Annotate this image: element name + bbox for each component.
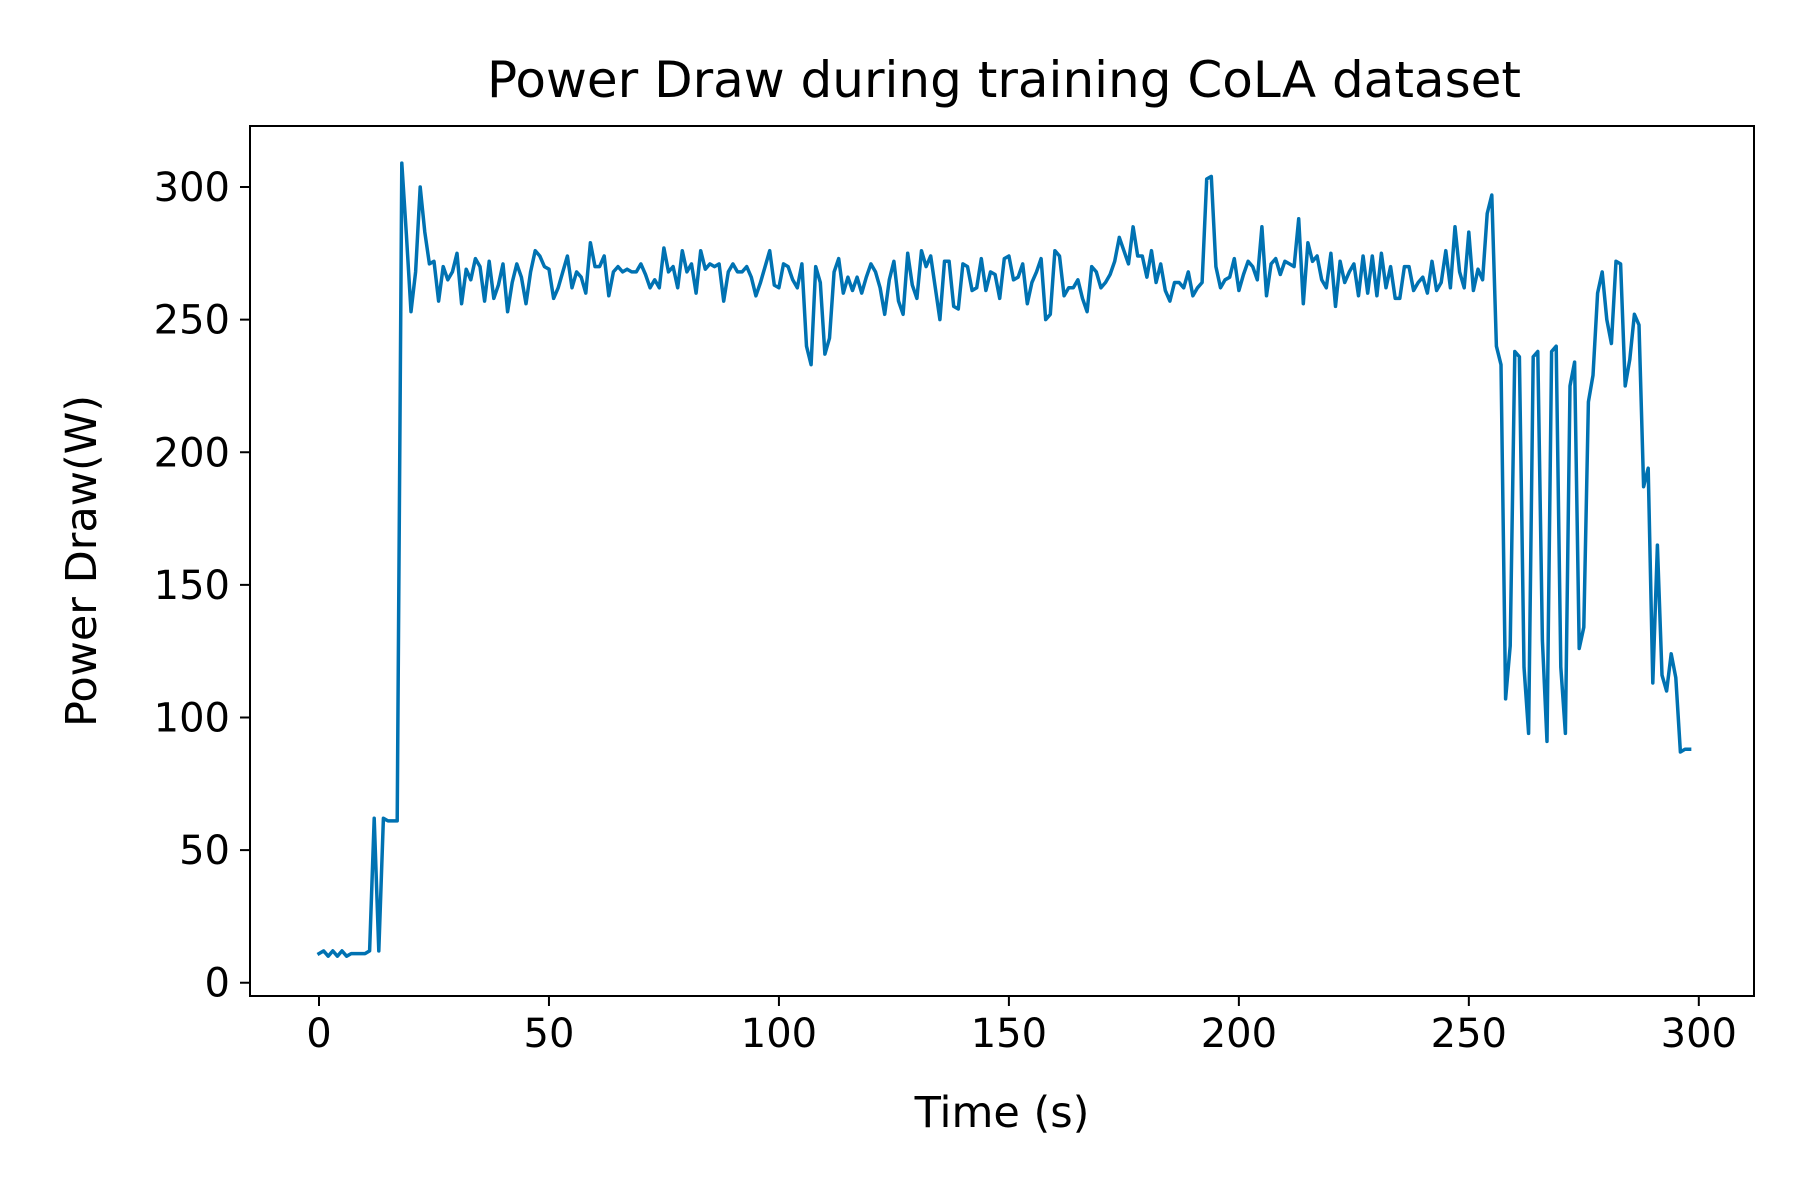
y-tick-label: 100	[154, 695, 230, 741]
chart-title: Power Draw during training CoLA dataset	[487, 51, 1521, 109]
y-tick-label: 150	[154, 563, 230, 609]
y-tick-label: 200	[154, 430, 230, 476]
y-tick-label: 250	[154, 298, 230, 344]
y-tick-label: 50	[179, 828, 230, 874]
x-tick-label: 100	[741, 1011, 817, 1057]
x-tick-label: 250	[1431, 1011, 1507, 1057]
x-tick-label: 150	[971, 1011, 1047, 1057]
y-tick-label: 300	[154, 165, 230, 211]
x-tick-label: 300	[1661, 1011, 1737, 1057]
x-axis-label: Time (s)	[914, 1088, 1090, 1138]
x-tick-label: 200	[1201, 1011, 1277, 1057]
x-tick-label: 50	[524, 1011, 575, 1057]
x-tick-label: 0	[306, 1011, 331, 1057]
y-tick-label: 0	[205, 961, 230, 1007]
y-axis-label: Power Draw(W)	[57, 395, 107, 727]
